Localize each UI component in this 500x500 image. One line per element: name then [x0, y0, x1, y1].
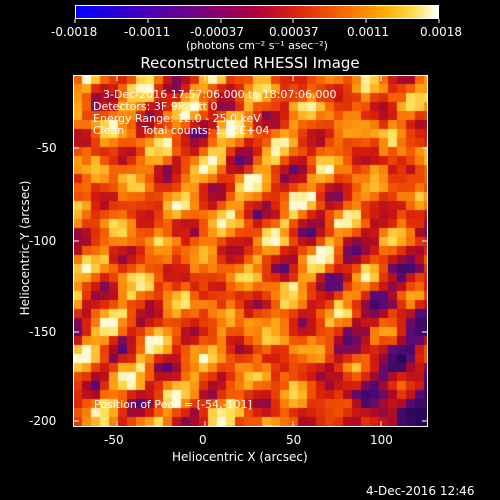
rhessi-image	[73, 75, 428, 427]
x-axis-label: Heliocentric X (arcsec)	[172, 450, 308, 464]
timestamp: 4-Dec-2016 12:46	[366, 484, 475, 498]
peak-position: Position of Peak = [-54,-101]	[94, 398, 252, 411]
y-tick-label: -200	[29, 414, 57, 428]
y-tick-label: -150	[29, 325, 57, 339]
plot-frame	[73, 75, 428, 427]
y-tick-label: -50	[37, 141, 57, 155]
y-axis-label: Heliocentric Y (arcsec)	[18, 180, 32, 316]
colorbar-tick-label: -0.00037	[190, 25, 244, 39]
colorbar-tick-label: -0.0011	[124, 25, 171, 39]
colorbar-units-label: (photons cm⁻² s⁻¹ asec⁻²)	[186, 39, 328, 52]
x-tick-label: 50	[286, 433, 302, 447]
colorbar-tick-label: 0.0011	[347, 25, 389, 39]
x-tick-label: -50	[104, 433, 124, 447]
info-time-range: 3-Dec-2016 17:57:06.000 to 18:07:06.000	[103, 88, 337, 101]
colorbar-tick-label: 0.0018	[420, 25, 462, 39]
colorbar-tick-label: 0.00037	[269, 25, 319, 39]
heatmap-canvas	[73, 75, 428, 427]
colorbar-tick-label: -0.0018	[51, 25, 98, 39]
x-tick-label: 0	[199, 433, 207, 447]
plot-title: Reconstructed RHESSI Image	[140, 54, 360, 72]
x-tick-label: 100	[370, 433, 393, 447]
info-detectors: Detectors: 3F 9F, Att 0	[93, 100, 218, 113]
colorbar	[75, 5, 439, 19]
info-energy-range: Energy Range: 12.0 - 25.0 keV	[93, 112, 261, 125]
y-tick-label: -100	[29, 234, 57, 248]
colorbar-ticks	[74, 19, 440, 23]
info-counts: Clean Total counts: 1.96E+04	[93, 124, 270, 137]
